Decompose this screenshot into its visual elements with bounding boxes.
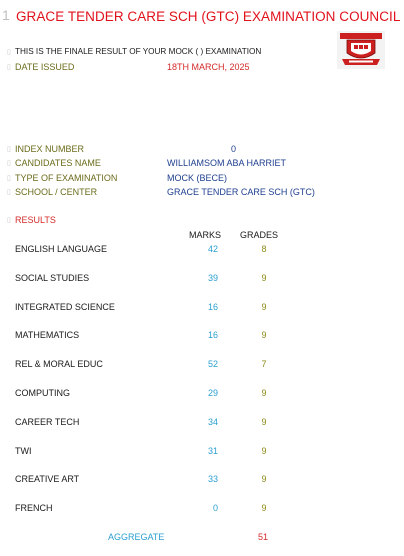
candidate-name-label: CANDIDATES NAME bbox=[15, 158, 101, 168]
candidate-name-value: WILLIAMSOM ABA HARRIET bbox=[167, 158, 287, 168]
page-title: GRACE TENDER CARE SCH (GTC) EXAMINATION … bbox=[16, 9, 401, 24]
subject-grade: 8 bbox=[261, 244, 267, 254]
row-marker: ▯ bbox=[7, 146, 11, 153]
subject-marks: 34 bbox=[207, 417, 218, 427]
subject-marks: 29 bbox=[207, 388, 218, 398]
row-marker: ▯ bbox=[7, 217, 11, 224]
exam-type-label: TYPE OF EXAMINATION bbox=[15, 173, 118, 183]
marks-header: MARKS bbox=[189, 230, 222, 240]
subject-name: CREATIVE ART bbox=[15, 474, 80, 484]
school-label: SCHOOL / CENTER bbox=[15, 187, 98, 197]
subject-name: MATHEMATICS bbox=[15, 330, 80, 340]
row-marker: ▯ bbox=[7, 175, 11, 182]
subject-marks: 42 bbox=[207, 244, 218, 254]
aggregate-label: AGGREGATE bbox=[108, 532, 165, 542]
subject-grade: 9 bbox=[261, 503, 267, 513]
row-marker: ▯ bbox=[7, 189, 11, 196]
subject-grade: 9 bbox=[261, 330, 267, 340]
subject-name: INTEGRATED SCIENCE bbox=[15, 302, 115, 312]
row-number: 1 bbox=[2, 7, 10, 23]
subject-marks: 0 bbox=[212, 503, 218, 513]
school-value: GRACE TENDER CARE SCH (GTC) bbox=[167, 187, 315, 197]
subject-grade: 9 bbox=[261, 302, 267, 312]
row-marker: ▯ bbox=[7, 49, 11, 56]
subject-name: COMPUTING bbox=[15, 388, 70, 398]
subject-marks: 16 bbox=[207, 302, 218, 312]
subject-marks: 33 bbox=[207, 474, 218, 484]
subject-name: ENGLISH LANGUAGE bbox=[15, 244, 108, 254]
date-issued-value: 18TH MARCH, 2025 bbox=[167, 62, 250, 72]
subject-marks: 31 bbox=[207, 446, 218, 456]
subject-name: TWI bbox=[15, 446, 32, 456]
subject-grade: 7 bbox=[261, 359, 267, 369]
row-marker: ▯ bbox=[7, 64, 11, 71]
subject-name: REL & MORAL EDUC bbox=[15, 359, 103, 369]
subject-grade: 9 bbox=[261, 388, 267, 398]
exam-type-value: MOCK (BECE) bbox=[167, 173, 228, 183]
subject-marks: 39 bbox=[207, 273, 218, 283]
subject-name: FRENCH bbox=[15, 503, 53, 513]
aggregate-value: 51 bbox=[258, 532, 269, 542]
results-heading: RESULTS bbox=[15, 215, 56, 225]
row-marker: ▯ bbox=[7, 160, 11, 167]
subject-name: CAREER TECH bbox=[15, 417, 80, 427]
date-issued-label: DATE ISSUED bbox=[15, 62, 75, 72]
subject-grade: 9 bbox=[261, 417, 267, 427]
school-crest-logo bbox=[337, 31, 385, 69]
index-number-value: 0 bbox=[231, 144, 237, 154]
index-number-label: INDEX NUMBER bbox=[15, 144, 85, 154]
subject-grade: 9 bbox=[261, 273, 267, 283]
subject-marks: 52 bbox=[207, 359, 218, 369]
subject-name: SOCIAL STUDIES bbox=[15, 273, 90, 283]
grades-header: GRADES bbox=[240, 230, 279, 240]
subject-marks: 16 bbox=[207, 330, 218, 340]
subject-grade: 9 bbox=[261, 474, 267, 484]
result-statement: THIS IS THE FINALE RESULT OF YOUR MOCK (… bbox=[15, 47, 262, 56]
subject-grade: 9 bbox=[261, 446, 267, 456]
